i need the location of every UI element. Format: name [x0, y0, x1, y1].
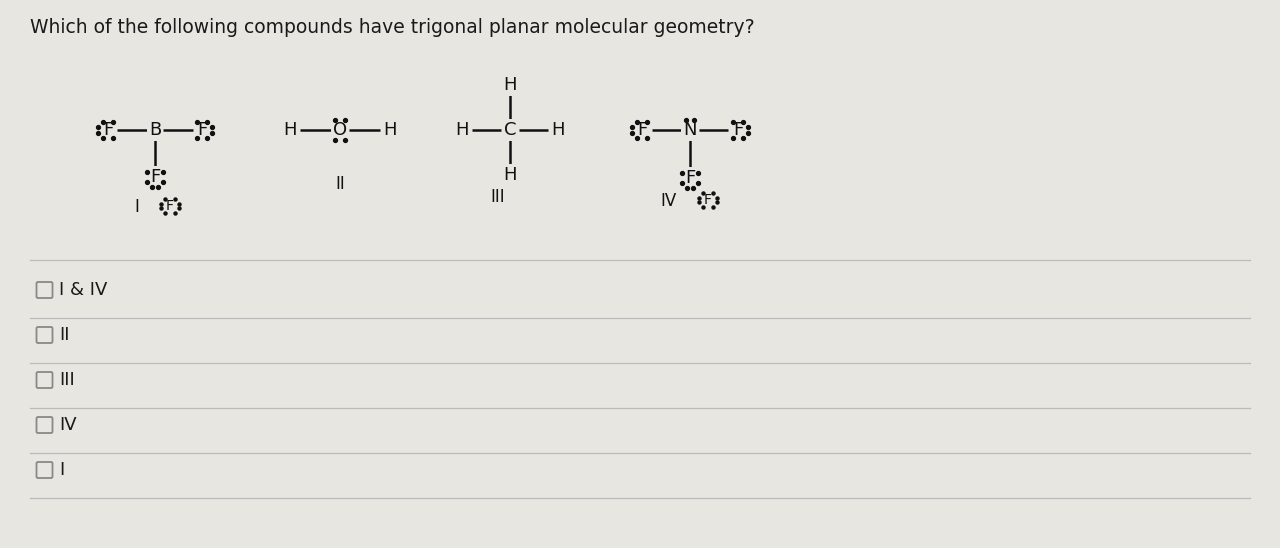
Text: F: F	[197, 121, 207, 139]
Text: I & IV: I & IV	[59, 281, 108, 299]
Text: O: O	[333, 121, 347, 139]
Text: H: H	[383, 121, 397, 139]
Text: III: III	[59, 371, 74, 389]
Text: F: F	[733, 121, 744, 139]
Text: F: F	[166, 199, 174, 213]
Text: IV: IV	[59, 416, 77, 434]
Text: H: H	[503, 166, 517, 184]
Text: H: H	[456, 121, 468, 139]
Text: H: H	[283, 121, 297, 139]
Text: I: I	[134, 198, 140, 216]
Text: F: F	[704, 193, 712, 207]
Text: F: F	[102, 121, 113, 139]
Text: Which of the following compounds have trigonal planar molecular geometry?: Which of the following compounds have tr…	[29, 18, 755, 37]
Text: IV: IV	[660, 192, 676, 210]
Text: H: H	[552, 121, 564, 139]
Text: II: II	[335, 175, 344, 193]
Text: II: II	[59, 326, 69, 344]
Text: F: F	[637, 121, 648, 139]
Text: F: F	[685, 169, 695, 187]
Text: B: B	[148, 121, 161, 139]
Text: N: N	[684, 121, 696, 139]
Text: C: C	[504, 121, 516, 139]
Text: I: I	[59, 461, 64, 479]
Text: H: H	[503, 76, 517, 94]
Text: III: III	[490, 188, 506, 206]
Text: F: F	[150, 168, 160, 186]
